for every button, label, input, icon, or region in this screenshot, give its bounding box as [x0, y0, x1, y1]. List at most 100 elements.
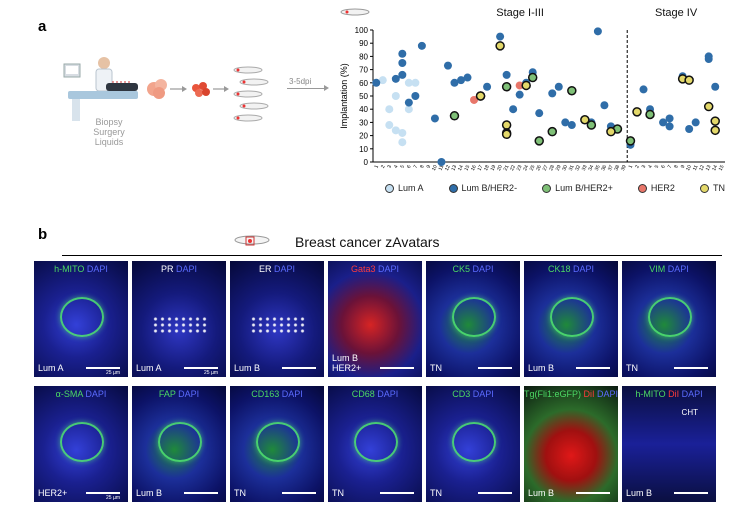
- x-tick-label: 13: [705, 164, 713, 172]
- micrograph-pr: PR DAPI Lum A 25 µm: [132, 261, 226, 377]
- data-point: [417, 41, 426, 50]
- legend-her2: HER2: [637, 183, 675, 193]
- x-tick-label: 39: [620, 164, 628, 172]
- data-point: [483, 82, 492, 91]
- data-point: [561, 118, 570, 127]
- cell-cluster: [60, 297, 104, 337]
- data-point: [385, 121, 394, 130]
- data-point: [534, 136, 544, 146]
- data-point: [586, 120, 597, 130]
- subtype-label: Lum B HER2+: [332, 353, 362, 373]
- data-point: [593, 27, 602, 36]
- data-point: [521, 80, 531, 91]
- x-tick-label: 15: [718, 164, 726, 172]
- subtype-label: TN: [626, 363, 638, 373]
- data-point: [430, 114, 439, 123]
- data-point: [450, 78, 459, 87]
- marker-name-secondary: DiI: [581, 389, 595, 399]
- legend-dot: [542, 183, 552, 193]
- data-point: [496, 32, 505, 41]
- x-tick-label: 3: [386, 164, 393, 169]
- x-tick-label: 2: [380, 164, 387, 169]
- data-point: [385, 105, 394, 114]
- micrograph-cd68: CD68 DAPI TN: [328, 386, 422, 502]
- x-tick-label: 30: [561, 164, 569, 172]
- dapi-label: DAPI: [594, 389, 618, 399]
- arrow-label: 3-5dpi: [289, 77, 312, 86]
- x-tick-label: 33: [581, 164, 589, 172]
- scale-bar: [86, 367, 120, 369]
- data-point: [665, 122, 674, 131]
- x-tick-label: 34: [587, 164, 595, 172]
- flow-label-liquids: Liquids: [94, 137, 124, 147]
- tissue-icon: [147, 79, 167, 99]
- legend-dot: [448, 183, 458, 193]
- micrograph-cd163: CD163 DAPI TN: [230, 386, 324, 502]
- scale-bar: [478, 492, 512, 494]
- data-point: [502, 70, 511, 79]
- doctor-icon: [98, 57, 110, 69]
- subtype-label: TN: [234, 488, 246, 498]
- micrograph-tg-fli1-egfp-: Tg(Fli1:eGFP) DiI DAPI Lum B: [524, 386, 618, 502]
- cell-cluster: [452, 297, 496, 337]
- x-tick-label: 22: [509, 164, 517, 172]
- scale-bar: [282, 492, 316, 494]
- micrograph-fap: FAP DAPI Lum B: [132, 386, 226, 502]
- x-tick-label: 6: [660, 164, 667, 169]
- marker-label: ER DAPI: [230, 264, 324, 274]
- x-tick-label: 38: [613, 164, 621, 172]
- legend-dot: [637, 183, 647, 193]
- stage-label-early: Stage I-III: [496, 7, 544, 19]
- marker-name: h-MITO: [635, 389, 666, 399]
- flow-labels: Biopsy Surgery Liquids: [84, 117, 134, 147]
- legend-lum-a: Lum A: [385, 183, 424, 193]
- micrograph-ck5: CK5 DAPI TN: [426, 261, 520, 377]
- subtype-label: Lum B: [528, 488, 555, 498]
- legend-lum-b-her2-neg: Lum B/HER2-: [448, 183, 517, 193]
- data-point: [515, 90, 524, 99]
- scale-bar: [380, 367, 414, 369]
- marker-label: CD68 DAPI: [328, 389, 422, 399]
- subtype-label: HER2+: [38, 488, 68, 498]
- x-tick-label: 29: [555, 164, 563, 172]
- scale-bar: [380, 492, 414, 494]
- subtype-label: Lum A: [38, 363, 64, 373]
- arrow-head-icon: [324, 85, 329, 91]
- scale-bar: [576, 492, 610, 494]
- data-point: [501, 120, 512, 130]
- data-point: [372, 78, 381, 87]
- x-tick-label: 7: [413, 164, 420, 169]
- marker-label: CD3 DAPI: [426, 389, 520, 399]
- x-tick-label: 1: [373, 164, 380, 169]
- region-annotation: CHT: [681, 408, 698, 417]
- data-point: [495, 41, 505, 51]
- arrow-line: [287, 88, 325, 89]
- marker-name: CD3: [452, 389, 471, 399]
- y-tick-label: 40: [359, 105, 368, 114]
- data-point: [398, 70, 407, 79]
- data-point: [457, 76, 465, 85]
- data-point: [711, 82, 720, 91]
- data-point: [547, 126, 558, 137]
- micrograph-er: ER DAPI Lum B: [230, 261, 324, 377]
- data-point: [625, 136, 636, 146]
- x-tick-label: 12: [698, 164, 706, 172]
- x-tick-label: 21: [503, 164, 511, 172]
- data-point: [567, 85, 577, 96]
- x-tick-label: 3: [641, 164, 648, 169]
- scale-bar: [674, 367, 708, 369]
- data-point: [398, 128, 407, 137]
- x-tick-label: 2: [634, 164, 641, 169]
- data-point: [535, 109, 544, 118]
- data-point: [449, 111, 460, 121]
- legend-dot: [385, 183, 394, 193]
- x-tick-label: 35: [594, 164, 602, 172]
- data-point: [501, 82, 512, 92]
- marker-label: Gata3 DAPI: [328, 264, 422, 274]
- marker-label: CK5 DAPI: [426, 264, 520, 274]
- x-tick-label: 8: [673, 164, 680, 169]
- cell-cluster: [648, 297, 692, 337]
- x-tick-label: 31: [568, 164, 576, 172]
- data-point: [378, 76, 387, 85]
- marker-name: FAP: [158, 389, 176, 399]
